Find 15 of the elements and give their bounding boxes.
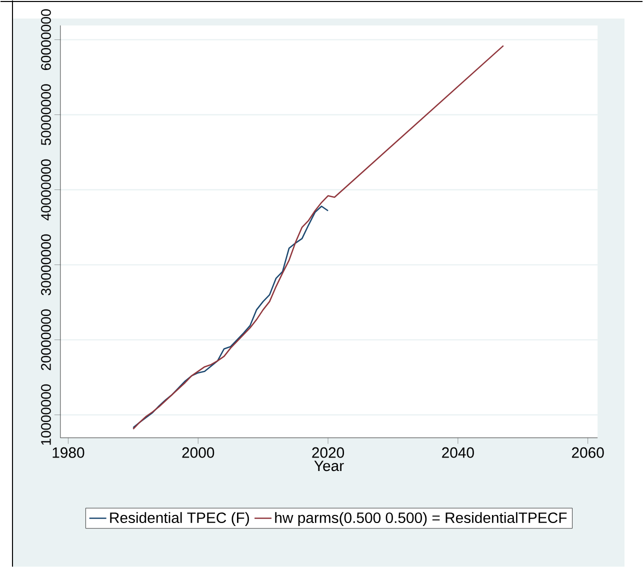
x-tick-label: 2040 xyxy=(442,447,474,458)
legend-label: hw parms(0.500 0.500) = ResidentialTPECF xyxy=(275,512,567,526)
y-tick-label: 60000000 xyxy=(41,9,51,70)
x-axis-title: Year xyxy=(314,460,344,472)
y-tick-label: 10000000 xyxy=(41,384,51,445)
x-tick-label: 1980 xyxy=(52,447,84,458)
y-tick-label: 20000000 xyxy=(41,309,51,370)
x-tick-label: 2060 xyxy=(572,447,604,458)
legend-label: Residential TPEC (F) xyxy=(110,512,249,526)
x-tick-label: 2000 xyxy=(182,447,214,458)
x-tick-label: 2020 xyxy=(312,447,344,458)
y-tick-label: 50000000 xyxy=(41,84,51,146)
line-series xyxy=(132,206,329,428)
y-tick-label: 40000000 xyxy=(41,159,51,220)
y-tick-label: 30000000 xyxy=(41,234,51,296)
